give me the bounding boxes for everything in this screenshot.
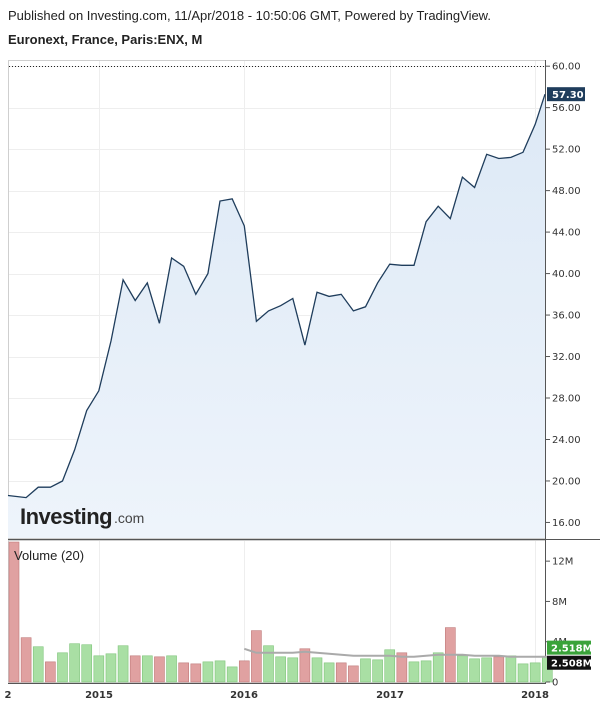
volume-bar xyxy=(335,662,347,683)
axis-badges: 57.30 2.518M 2.508M xyxy=(547,87,593,670)
price-tick-label: 60.00 xyxy=(552,62,581,73)
time-axis-ticks: 2 2015 2016 2017 2018 xyxy=(5,690,549,701)
logo-suffix: .com xyxy=(114,510,144,526)
time-tick-label: 2016 xyxy=(230,690,258,701)
time-tick-label: 2017 xyxy=(376,690,404,701)
volume-bar xyxy=(129,655,141,683)
volume-bar xyxy=(529,662,541,683)
price-area xyxy=(7,93,546,538)
volume-bar xyxy=(142,655,153,683)
volume-bar xyxy=(81,644,93,683)
price-tick-label: 56.00 xyxy=(552,103,581,114)
volume-bar xyxy=(190,663,202,683)
volume-bar xyxy=(263,645,274,683)
volume-bar xyxy=(214,660,226,683)
volume-bar xyxy=(287,657,299,683)
price-tick-label: 36.00 xyxy=(552,311,581,322)
logo-wordmark: Investing xyxy=(20,504,112,529)
investing-logo: Investing .com xyxy=(20,504,144,529)
volume-bar xyxy=(117,645,129,683)
price-tick-label: 44.00 xyxy=(552,228,581,239)
price-tick-label: 32.00 xyxy=(552,352,581,363)
published-caption: Published on Investing.com, 11/Apr/2018 … xyxy=(8,8,491,23)
volume-last-badge xyxy=(547,640,591,655)
volume-bar xyxy=(469,658,480,683)
volume-tick-label: 12M xyxy=(552,557,573,568)
volume-bar xyxy=(178,662,189,683)
volume-bar xyxy=(420,660,432,683)
volume-bar xyxy=(360,658,371,683)
volume-bar xyxy=(323,662,335,683)
volume-ma-label: 2.508M xyxy=(551,659,593,670)
price-tick-label: 48.00 xyxy=(552,186,581,197)
volume-bar xyxy=(45,661,56,683)
volume-ma-badge xyxy=(547,655,591,670)
volume-bar xyxy=(517,663,529,683)
volume-tick-label: 0 xyxy=(552,678,558,689)
volume-bar xyxy=(275,656,286,683)
volume-bar xyxy=(311,657,323,683)
volume-bar xyxy=(481,657,492,683)
volume-bar xyxy=(432,652,444,683)
volume-bar xyxy=(93,655,105,683)
volume-bar xyxy=(384,649,396,683)
volume-bar xyxy=(105,653,117,683)
volume-bar xyxy=(166,655,177,683)
instrument-title: Euronext, France, Paris:ENX, M xyxy=(8,32,203,47)
price-tick-label: 24.00 xyxy=(552,435,581,446)
price-tick-label: 52.00 xyxy=(552,145,581,156)
price-tick-label: 40.00 xyxy=(552,269,581,280)
volume-bar xyxy=(57,652,68,683)
volume-title: Volume (20) xyxy=(14,548,84,563)
volume-bar xyxy=(8,541,20,683)
volume-bar xyxy=(226,666,238,683)
volume-bar xyxy=(251,630,262,683)
volume-bar xyxy=(396,652,408,683)
price-area-fill xyxy=(8,94,545,538)
last-price-label: 57.30 xyxy=(552,90,584,101)
volume-bar xyxy=(202,661,214,683)
volume-bar xyxy=(372,659,383,683)
volume-bar xyxy=(505,655,517,683)
volume-tick-label: 8M xyxy=(552,597,567,608)
time-tick-label: 2 xyxy=(5,690,12,701)
price-tick-label: 16.00 xyxy=(552,518,581,529)
volume-bars xyxy=(8,541,553,683)
last-price-badge xyxy=(547,87,585,102)
price-line xyxy=(7,93,546,499)
volume-bar xyxy=(408,661,420,683)
price-tick-label: 28.00 xyxy=(552,394,581,405)
volume-ma-line xyxy=(243,647,548,658)
volume-bar xyxy=(457,655,468,683)
time-tick-label: 2015 xyxy=(85,690,113,701)
volume-bar xyxy=(238,660,250,683)
volume-bar xyxy=(154,656,165,683)
volume-last-label: 2.518M xyxy=(551,644,593,655)
volume-bar xyxy=(32,646,44,683)
price-tick-label: 20.00 xyxy=(552,476,581,487)
volume-bar xyxy=(493,656,505,683)
volume-bar xyxy=(20,637,32,683)
volume-bar xyxy=(348,665,359,683)
price-axis-ticks: 60.00 56.00 52.00 48.00 44.00 40.00 36.00 32.00… xyxy=(546,62,581,529)
time-tick-label: 2018 xyxy=(521,690,549,701)
volume-bar xyxy=(69,643,80,683)
volume-bar xyxy=(299,648,311,683)
